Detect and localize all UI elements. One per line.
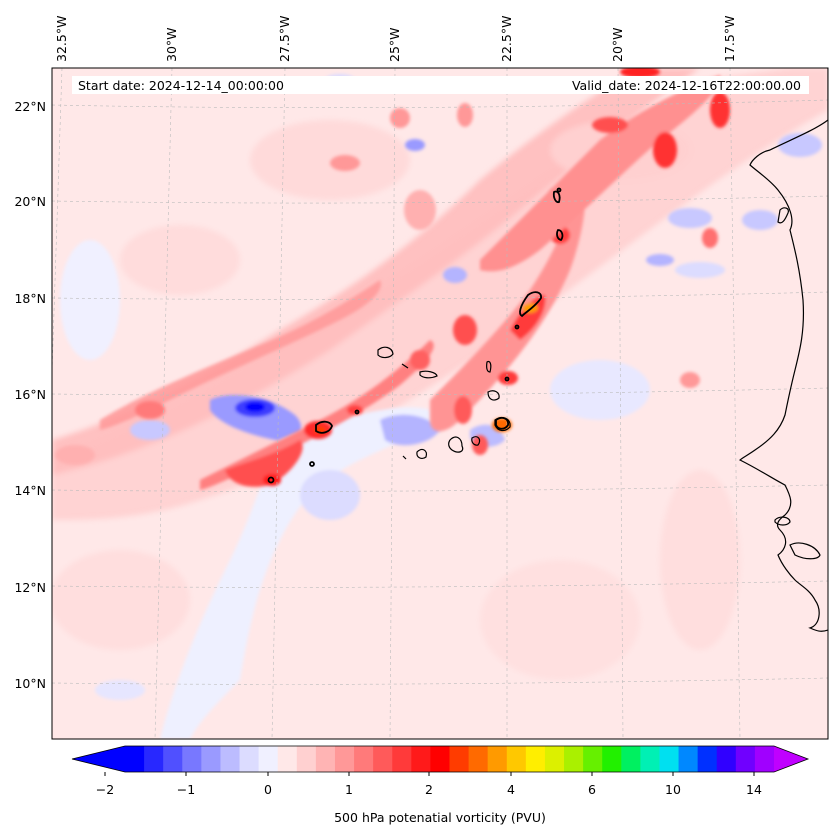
colorbar-segment bbox=[316, 746, 336, 772]
colorbar-under-arrow bbox=[72, 746, 125, 772]
colorbar-segment bbox=[373, 746, 393, 772]
colorbar-segment bbox=[507, 746, 527, 772]
colorbar-tick-label: 6 bbox=[588, 782, 596, 797]
colorbar-tick-label: 0 bbox=[264, 782, 272, 797]
colorbar-tick-label: 1 bbox=[345, 782, 353, 797]
colorbar-segment bbox=[240, 746, 260, 772]
colorbar-label: 500 hPa potenatial vorticity (PVU) bbox=[334, 810, 546, 825]
colorbar-segment bbox=[220, 746, 240, 772]
start-date-text: Start date: 2024-12-14_00:00:00 bbox=[78, 78, 284, 93]
lon-label: 17.5°W bbox=[722, 16, 737, 62]
colorbar-segment bbox=[392, 746, 412, 772]
colorbar-segment bbox=[335, 746, 355, 772]
colorbar-segment bbox=[354, 746, 374, 772]
colorbar-segment bbox=[163, 746, 183, 772]
lon-label: 30°W bbox=[164, 27, 179, 62]
lat-label: 16°N bbox=[14, 387, 46, 402]
colorbar-segment bbox=[564, 746, 584, 772]
valid-date-text: Valid_date: 2024-12-16T22:00:00.00 bbox=[572, 78, 801, 93]
colorbar-tick-label: 4 bbox=[507, 782, 515, 797]
lon-label: 25°W bbox=[387, 27, 402, 62]
colorbar-segment bbox=[297, 746, 317, 772]
colorbar-segment bbox=[201, 746, 221, 772]
colorbar-segment bbox=[583, 746, 603, 772]
colorbar-segment bbox=[602, 746, 622, 772]
colorbar-segment bbox=[659, 746, 679, 772]
colorbar-segment bbox=[545, 746, 565, 772]
colorbar-tick-label: 10 bbox=[665, 782, 681, 797]
colorbar-tick-label: −1 bbox=[177, 782, 195, 797]
latitude-labels: 22°N 20°N 18°N 16°N 14°N 12°N 10°N bbox=[14, 99, 46, 691]
longitude-labels: 32.5°W 30°W 27.5°W 25°W 22.5°W 20°W 17.5… bbox=[54, 16, 737, 62]
colorbar-segment bbox=[621, 746, 641, 772]
lat-label: 12°N bbox=[14, 580, 46, 595]
colorbar-segment bbox=[125, 746, 145, 772]
colorbar-segment bbox=[469, 746, 489, 772]
colorbar-segment bbox=[736, 746, 756, 772]
colorbar bbox=[72, 746, 808, 776]
colorbar-segment bbox=[679, 746, 699, 772]
lon-label: 20°W bbox=[610, 27, 625, 62]
colorbar-segment bbox=[259, 746, 279, 772]
colorbar-segment bbox=[430, 746, 450, 772]
colorbar-segment bbox=[450, 746, 470, 772]
lon-label: 27.5°W bbox=[277, 16, 292, 62]
lon-label: 22.5°W bbox=[499, 16, 514, 62]
lat-label: 22°N bbox=[14, 99, 46, 114]
lat-label: 14°N bbox=[14, 483, 46, 498]
colorbar-segment bbox=[526, 746, 546, 772]
colorbar-segment bbox=[278, 746, 298, 772]
colorbar-segment bbox=[698, 746, 718, 772]
colorbar-segment bbox=[144, 746, 164, 772]
lat-label: 18°N bbox=[14, 291, 46, 306]
map-area: Start date: 2024-12-14_00:00:00 Valid_da… bbox=[40, 66, 828, 739]
colorbar-segment bbox=[182, 746, 202, 772]
colorbar-over-arrow bbox=[774, 746, 808, 772]
colorbar-tick-label: −2 bbox=[96, 782, 114, 797]
colorbar-segment bbox=[411, 746, 431, 772]
colorbar-segment bbox=[488, 746, 508, 772]
colorbar-ticks: −2 −1 0 1 2 4 6 10 14 bbox=[96, 782, 762, 797]
colorbar-tick-label: 14 bbox=[746, 782, 762, 797]
lon-label: 32.5°W bbox=[54, 16, 69, 62]
colorbar-tick-label: 2 bbox=[425, 782, 433, 797]
colorbar-segment bbox=[640, 746, 660, 772]
colorbar-segment bbox=[755, 746, 775, 772]
lat-label: 10°N bbox=[14, 676, 46, 691]
lat-label: 20°N bbox=[14, 194, 46, 209]
colorbar-segment bbox=[717, 746, 737, 772]
